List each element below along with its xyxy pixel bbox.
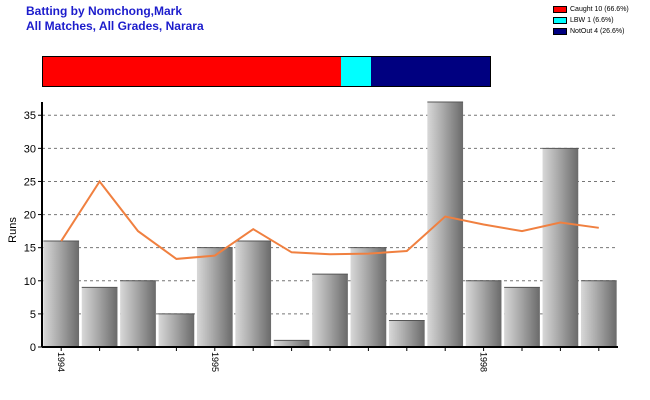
- bar: [81, 287, 118, 347]
- legend-item-lbw: LBW 1 (6.6%): [553, 15, 629, 26]
- legend-item-caught: Caught 10 (66.6%): [553, 4, 629, 15]
- y-tick-label: 0: [30, 342, 36, 354]
- chart-title: Batting by Nomchong,Mark: [26, 4, 183, 18]
- legend-item-notout: NotOut 4 (26.6%): [553, 26, 629, 37]
- y-tick-label: 10: [24, 276, 36, 288]
- stack-segment-notout: [370, 57, 490, 86]
- legend-swatch-caught: [553, 6, 567, 13]
- bar: [312, 274, 348, 347]
- y-tick-label: 30: [24, 143, 36, 155]
- legend-label-lbw: LBW 1 (6.6%): [570, 17, 614, 24]
- bar: [504, 287, 540, 347]
- bar: [542, 148, 579, 347]
- bar: [465, 280, 502, 347]
- bar: [350, 247, 387, 347]
- legend-label-notout: NotOut 4 (26.6%): [570, 28, 625, 35]
- bar: [120, 280, 156, 347]
- y-axis-label: Runs: [7, 217, 19, 243]
- y-tick-label: 25: [24, 176, 36, 188]
- legend-label-caught: Caught 10 (66.6%): [570, 6, 629, 13]
- bar: [580, 280, 617, 347]
- stack-segment-lbw: [341, 57, 371, 86]
- legend-swatch-notout: [553, 28, 567, 35]
- bar: [388, 320, 425, 347]
- chart-subtitle: All Matches, All Grades, Narara: [26, 19, 204, 33]
- average-line: [60, 179, 599, 260]
- legend-swatch-lbw: [553, 17, 567, 24]
- x-tick-label: 1998: [479, 352, 489, 372]
- bar: [273, 340, 310, 347]
- bar: [235, 241, 272, 347]
- y-tick-label: 35: [24, 110, 36, 122]
- dismissal-stacked-bar: [42, 56, 491, 87]
- bar: [43, 241, 80, 347]
- y-tick-label: 5: [30, 309, 36, 321]
- stack-segment-caught: [43, 57, 342, 86]
- x-tick-label: 1995: [210, 352, 220, 372]
- legend: Caught 10 (66.6%) LBW 1 (6.6%) NotOut 4 …: [553, 4, 629, 37]
- bar: [158, 313, 195, 347]
- y-tick-label: 20: [24, 210, 36, 222]
- bar: [196, 247, 233, 347]
- bar: [427, 102, 464, 347]
- y-tick-label: 15: [24, 243, 36, 255]
- x-tick-label: 1994: [56, 352, 66, 372]
